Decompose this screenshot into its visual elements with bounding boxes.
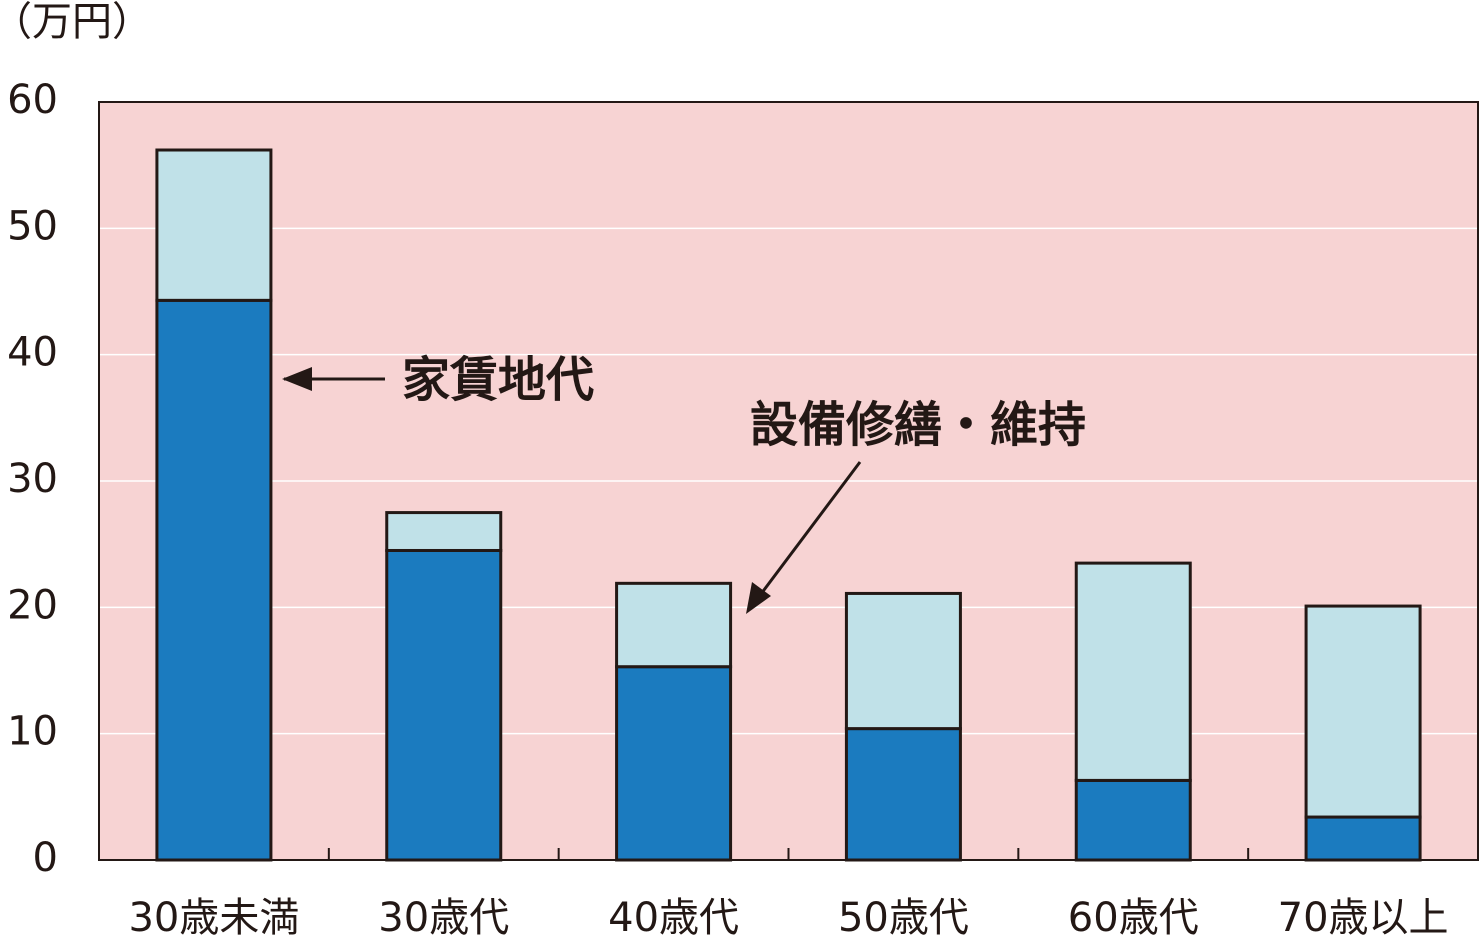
bar-segment <box>844 727 962 862</box>
bar-segment <box>1074 778 1192 862</box>
bar-segment <box>155 298 273 862</box>
x-tick-label: 50歳代 <box>838 895 969 941</box>
y-tick-label: 60 <box>7 77 58 123</box>
x-tick-label: 30歳未満 <box>128 895 299 941</box>
y-tick-label: 10 <box>7 709 58 755</box>
bar-segment <box>615 581 733 669</box>
y-tick-label: 50 <box>7 203 58 249</box>
arrow-head <box>282 367 312 391</box>
bar-segment <box>1074 561 1192 782</box>
y-tick-label: 30 <box>7 456 58 502</box>
arrow-head <box>746 582 771 614</box>
x-tick-label: 40歳代 <box>608 895 739 941</box>
annotation-arrow <box>756 461 862 599</box>
bar-segment <box>844 591 962 731</box>
bar-segment <box>1304 604 1422 819</box>
bar-segment <box>1304 815 1422 862</box>
bar-segment <box>615 665 733 862</box>
series-label: 家賃地代 <box>402 352 594 408</box>
x-tick-label: 30歳代 <box>378 895 509 941</box>
bar-segment <box>385 511 503 552</box>
bar-segment <box>155 148 273 302</box>
y-tick-label: 0 <box>33 835 58 881</box>
x-tick-label: 60歳代 <box>1068 895 1199 941</box>
plot-border <box>98 101 1479 861</box>
y-tick-label: 20 <box>7 582 58 628</box>
y-tick-label: 40 <box>7 330 58 376</box>
series-label: 設備修繕・維持 <box>750 397 1086 453</box>
x-tick-label: 70歳以上 <box>1278 895 1449 941</box>
bar-segment <box>385 548 503 862</box>
y-axis-label: （万円） <box>0 0 152 45</box>
